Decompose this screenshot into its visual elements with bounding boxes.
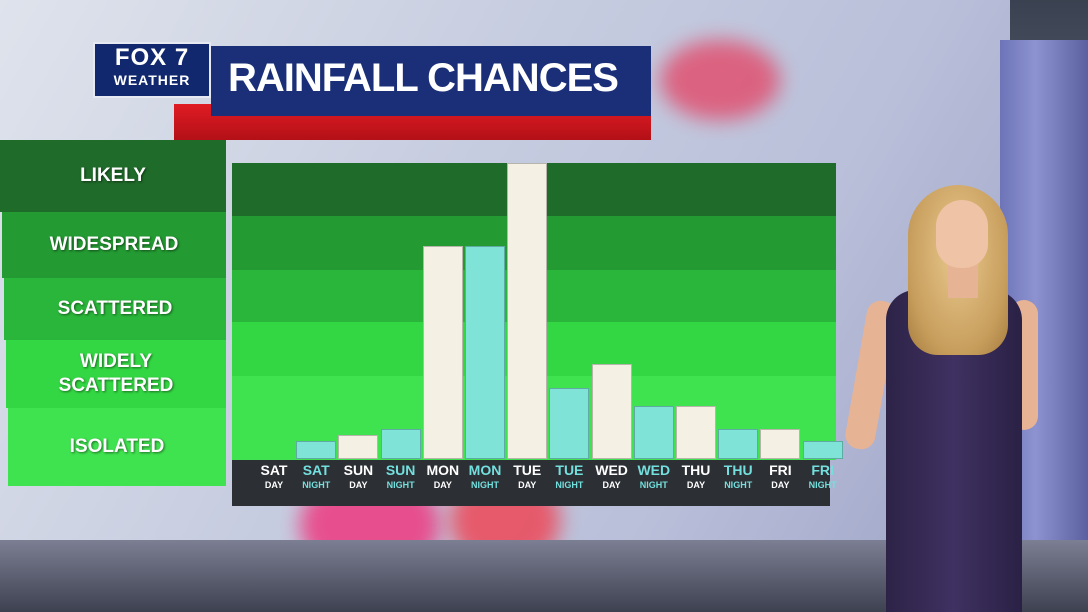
rain-bar-fri-day <box>760 429 801 459</box>
rain-bar-mon-night <box>465 245 505 459</box>
period-part: DAY <box>686 480 706 490</box>
presenter-neck <box>948 262 978 298</box>
period-label: MON DAY <box>423 462 463 491</box>
period-part: DAY <box>771 480 790 490</box>
period-part: NIGHT <box>302 480 331 490</box>
rain-bar-thu-night <box>718 429 759 459</box>
rain-bar-sun-night <box>380 429 421 459</box>
period-part: NIGHT <box>808 480 837 490</box>
period-day: FRI <box>769 462 792 478</box>
period-label: SUN NIGHT <box>381 462 421 491</box>
period-day: WED <box>637 462 671 478</box>
title-bar <box>211 46 651 116</box>
period-day: SAT <box>302 462 330 478</box>
period-day: SAT <box>260 462 288 478</box>
period-label: TUE DAY <box>507 462 547 491</box>
period-label: WED NIGHT <box>634 462 674 491</box>
rain-bar-mon-day <box>422 245 463 459</box>
category-label: SCATTERED <box>4 278 226 340</box>
logo-line-2: WEATHER <box>113 72 191 88</box>
period-day: WED <box>595 462 628 478</box>
rain-bar-tue-night <box>549 387 590 459</box>
period-day: SUN <box>343 462 374 478</box>
period-day: MON <box>468 462 502 478</box>
period-label: SAT NIGHT <box>296 462 336 491</box>
rain-bar-sat-night <box>296 441 337 459</box>
period-day: TUE <box>513 462 542 478</box>
period-label: FRI DAY <box>760 462 800 491</box>
period-label: MON NIGHT <box>465 462 505 491</box>
period-part: DAY <box>264 480 284 490</box>
rain-bar-fri-night <box>802 441 843 459</box>
rain-bar-tue-day <box>507 163 548 459</box>
category-label: WIDESPREAD <box>2 212 226 278</box>
period-part: NIGHT <box>724 480 753 490</box>
background-blur-light <box>660 40 780 120</box>
period-label: SAT DAY <box>254 462 294 491</box>
period-part: NIGHT <box>471 480 499 490</box>
period-day: THU <box>723 462 753 478</box>
period-part: DAY <box>349 480 368 490</box>
period-label: TUE NIGHT <box>549 462 589 491</box>
fox7-weather-logo: FOX 7 WEATHER <box>93 42 211 98</box>
period-day: TUE <box>555 462 584 478</box>
rain-bar-sun-day <box>338 435 379 459</box>
period-day: SUN <box>385 462 416 478</box>
period-part: NIGHT <box>639 480 668 490</box>
presenter-face <box>936 200 988 268</box>
period-day: FRI <box>811 462 834 478</box>
period-part: DAY <box>518 480 537 490</box>
period-label: SUN DAY <box>338 462 378 491</box>
rain-bar-thu-day <box>676 405 716 459</box>
period-day: THU <box>681 462 711 478</box>
period-label: FRI NIGHT <box>803 462 843 491</box>
period-label: WED DAY <box>592 462 632 491</box>
period-label: THU DAY <box>676 462 716 491</box>
category-label: WIDELY SCATTERED <box>6 340 226 408</box>
period-part: DAY <box>433 480 452 490</box>
period-label: THU NIGHT <box>718 462 758 491</box>
period-part: DAY <box>602 480 621 490</box>
period-part: NIGHT <box>555 480 584 490</box>
period-day: MON <box>426 462 460 478</box>
chart-title: RAINFALL CHANCES <box>228 56 619 100</box>
rain-bar-wed-night <box>633 405 674 459</box>
period-label-strip <box>232 460 830 506</box>
logo-line-1: FOX 7 <box>114 44 190 71</box>
period-part: NIGHT <box>386 480 415 490</box>
category-label: ISOLATED <box>8 408 226 486</box>
category-label: LIKELY <box>0 140 226 212</box>
rain-bar-wed-day <box>591 364 632 459</box>
